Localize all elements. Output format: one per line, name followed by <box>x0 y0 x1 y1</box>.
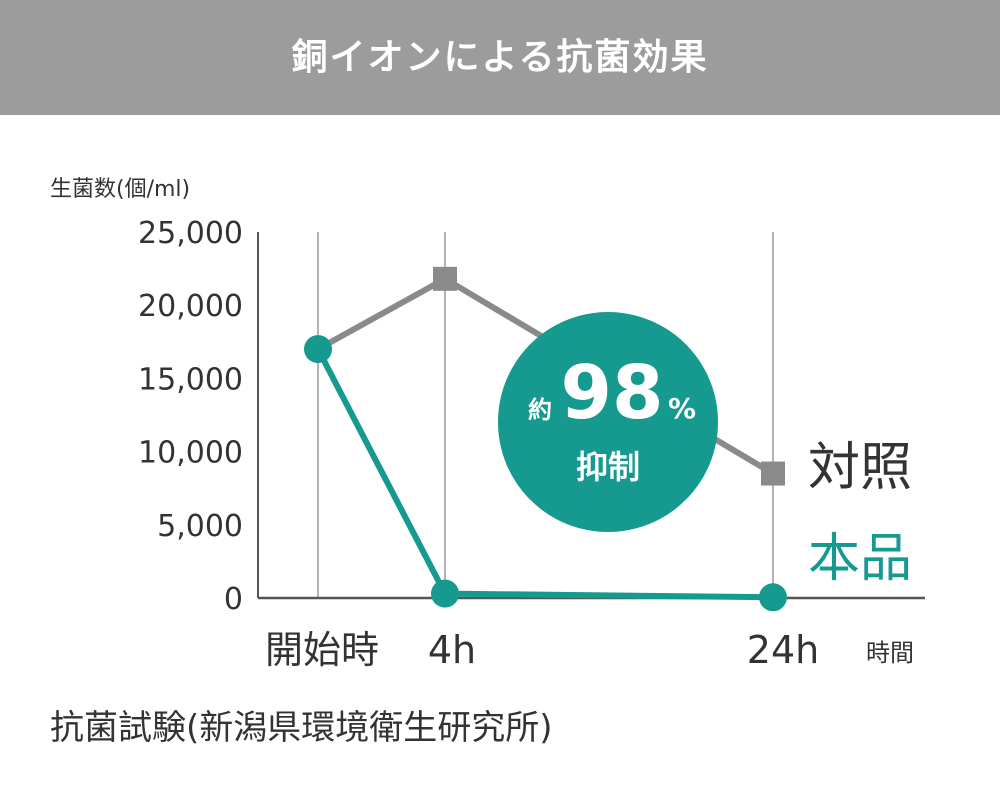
data-point <box>761 461 785 486</box>
reduction-unit: % <box>668 392 696 425</box>
reduction-prefix: 約 <box>528 396 552 424</box>
grid-lines <box>317 232 774 598</box>
legend-label-product: 本品 <box>808 529 912 589</box>
y-tick-label: 20,000 <box>138 289 243 324</box>
y-tick-label: 0 <box>224 582 243 617</box>
x-axis-label: 時間 <box>866 639 914 667</box>
data-point <box>431 579 459 608</box>
reduction-text: 抑制 <box>576 448 640 486</box>
y-tick-label: 25,000 <box>138 216 243 251</box>
source-note: 抗菌試験(新潟県環境衛生研究所) <box>50 708 553 748</box>
x-tick-label: 4h <box>428 628 476 672</box>
x-tick-label: 開始時 <box>265 628 379 672</box>
y-tick-labels: 0 5,000 10,000 15,000 20,000 25,000 <box>138 216 243 617</box>
reduction-value: 98 <box>561 350 664 436</box>
reduction-badge: 約 98 % 抑制 <box>498 312 718 532</box>
x-tick-labels: 開始時 4h 24h <box>265 628 819 672</box>
data-point <box>304 335 332 364</box>
y-tick-label: 15,000 <box>138 362 243 397</box>
reduction-badge-circle <box>498 312 718 532</box>
y-tick-label: 5,000 <box>157 509 243 544</box>
series-product <box>304 335 787 612</box>
data-point <box>433 266 457 291</box>
x-tick-label: 24h <box>747 628 819 672</box>
legend-label-control: 対照 <box>808 438 912 498</box>
header-bar <box>0 0 1000 115</box>
y-axis-label: 生菌数(個/ml) <box>50 177 190 202</box>
data-point <box>759 583 787 612</box>
chart-title: 銅イオンによる抗菌効果 <box>291 37 709 78</box>
y-tick-label: 10,000 <box>138 436 243 471</box>
